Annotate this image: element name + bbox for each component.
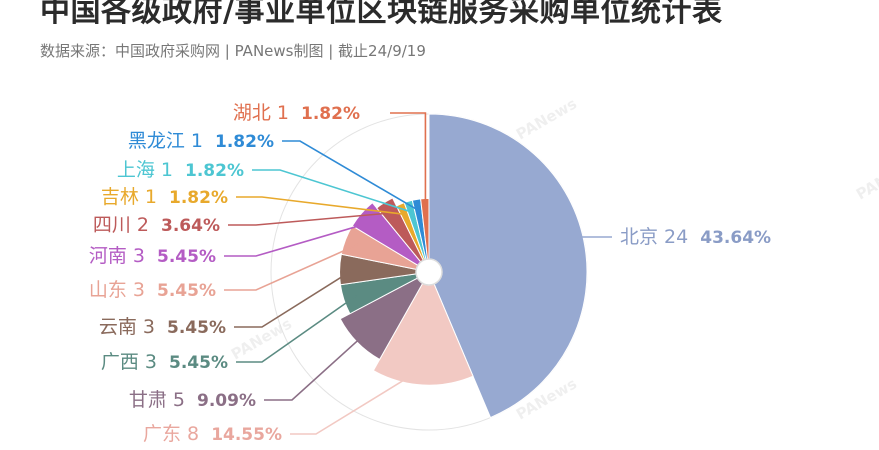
watermark-text: PANews — [228, 314, 295, 363]
leader-line-e5b1b1e4b89c — [224, 243, 359, 291]
slice-label-percent: 5.45% — [169, 353, 228, 373]
slice-label-e6b2b3e58d97: 河南 3 5.45% — [89, 245, 216, 267]
slice-labels: 北京 24 43.64% 广东 8 14.55% 甘肃 5 9.09% 广西 3 5.… — [89, 102, 771, 445]
slice-label-name: 上海 1 — [117, 159, 179, 181]
leader-line-e5b9bfe4b89c — [290, 367, 424, 435]
watermark-text: PANews — [513, 94, 580, 143]
slice-label-percent: 43.64% — [700, 228, 771, 248]
slice-label-e9bb91e9be99e6b19f: 黑龙江 1 1.82% — [128, 130, 274, 152]
slice-label-percent: 5.45% — [157, 281, 216, 301]
slice-label-name: 广西 3 — [101, 351, 163, 373]
slice-label-name: 广东 8 — [143, 423, 205, 445]
slice-label-percent: 3.64% — [161, 216, 220, 236]
slice-label-percent: 1.82% — [215, 132, 274, 152]
leader-line-e59b9be5b79d — [228, 212, 392, 226]
leader-line-e6b996e58c97 — [390, 112, 427, 210]
leader-line-e79498e88283 — [264, 330, 369, 401]
data-source-note: 数据来源：中国政府采购网 | PANews制图 | 截止24/9/19 — [40, 42, 426, 60]
slice-label-e6b996e58c97: 湖北 1 1.82% — [233, 102, 360, 124]
slice-label-name: 吉林 1 — [101, 186, 163, 208]
leader-lines — [224, 112, 612, 435]
slice-label-name: 河南 3 — [89, 245, 151, 267]
slice-label-name: 甘肃 5 — [129, 389, 191, 411]
watermark-text: PANews — [853, 154, 879, 203]
slice-label-name: 山东 3 — [89, 279, 151, 301]
slice-label-e79498e88283: 甘肃 5 9.09% — [129, 389, 256, 411]
slice-label-percent: 5.45% — [157, 247, 216, 267]
slice-label-percent: 1.82% — [169, 188, 228, 208]
slice-label-e5b1b1e4b89c: 山东 3 5.45% — [89, 279, 216, 301]
pie-slices — [270, 113, 588, 431]
slice-label-e5b9bfe4b89c: 广东 8 14.55% — [143, 423, 282, 445]
leader-line-e9bb91e9be99e6b19f — [282, 140, 419, 212]
slice-label-e5b9bfe8a5bf: 广西 3 5.45% — [101, 351, 228, 373]
slice-label-percent: 9.09% — [197, 391, 256, 411]
leader-line-e6b2b3e58d97 — [224, 221, 372, 257]
slice-label-e4b88ae6b5b7: 上海 1 1.82% — [117, 159, 244, 181]
slice-label-e4ba91e58d97: 云南 3 5.45% — [99, 316, 226, 338]
center-hole — [415, 258, 443, 286]
slice-label-percent: 5.45% — [167, 318, 226, 338]
slice-label-e58c97e4baac: 北京 24 43.64% — [620, 226, 771, 248]
slice-label-e59089e69e97: 吉林 1 1.82% — [101, 186, 228, 208]
slice-label-percent: 1.82% — [301, 104, 360, 124]
slice-label-percent: 14.55% — [211, 425, 282, 445]
slice-label-percent: 1.82% — [185, 161, 244, 181]
leader-line-e4b88ae6b5b7 — [252, 169, 412, 213]
slice-label-name: 黑龙江 1 — [128, 130, 209, 152]
slice-label-name: 北京 24 — [620, 226, 694, 248]
chart-title: 中国各级政府/事业单位区块链服务采购单位统计表 — [40, 0, 723, 29]
leader-line-e59089e69e97 — [236, 196, 405, 216]
slice-label-name: 四川 2 — [93, 214, 155, 236]
slice-label-name: 湖北 1 — [233, 102, 295, 124]
leader-line-e5b9bfe8a5bf — [236, 294, 358, 363]
slice-label-name: 云南 3 — [99, 316, 161, 338]
slice-label-e59b9be5b79d: 四川 2 3.64% — [93, 214, 220, 236]
leader-line-e4ba91e58d97 — [234, 269, 354, 328]
